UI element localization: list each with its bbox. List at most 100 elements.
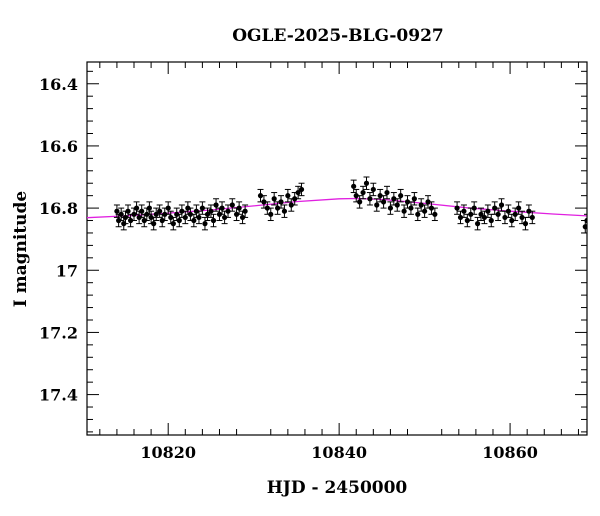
point-marker [281,208,288,214]
data-point [242,204,249,218]
data-point [380,195,387,209]
data-point [295,185,302,200]
point-marker [502,214,508,221]
data-point [125,204,132,218]
point-marker [526,208,532,214]
point-marker [125,208,131,214]
point-marker [485,208,491,214]
data-point [387,201,394,215]
data-point [298,182,305,197]
point-marker [519,214,525,221]
data-point [133,201,140,215]
point-marker [415,211,421,217]
data-point [431,207,438,222]
data-point [267,207,274,222]
x-tick-label: 10860 [482,443,538,462]
data-point [257,188,264,203]
point-marker [274,205,281,211]
data-point [407,201,414,215]
point-marker [457,214,464,221]
data-point [474,216,481,231]
point-marker [498,202,505,208]
data-point [190,213,197,228]
point-marker [478,211,484,217]
point-marker [488,217,494,224]
data-point [138,204,145,218]
data-point [495,207,502,222]
point-marker [401,208,407,214]
data-point [414,207,421,222]
y-tick-label: 17 [56,261,78,280]
data-point [471,201,478,215]
data-point [204,207,211,222]
point-marker [391,196,397,202]
point-marker [191,217,197,224]
point-marker [398,193,404,199]
point-marker [464,217,470,224]
point-marker [257,193,264,199]
data-point [118,207,125,222]
point-marker [204,211,211,217]
y-tick-label: 17.2 [39,323,78,342]
data-point [425,195,432,209]
point-marker [492,205,498,211]
data-point [260,195,267,209]
point-marker [394,202,400,208]
data-point [525,204,532,218]
data-point [454,201,461,215]
data-point [418,198,425,212]
point-marker [199,205,205,211]
point-marker [516,205,522,211]
point-marker [213,202,219,208]
data-point [150,216,157,231]
point-marker [146,205,152,211]
data-point [199,201,206,215]
data-point [484,204,491,218]
data-point [195,210,202,225]
point-marker [285,193,291,199]
data-point [225,204,232,218]
point-marker [187,211,194,217]
data-point [350,179,357,194]
point-marker [170,221,176,227]
point-marker [242,208,248,214]
data-point [498,198,505,212]
point-marker [278,199,284,205]
point-marker [268,211,274,217]
point-marker [182,214,188,221]
point-marker [162,211,168,217]
x-tick-label: 10840 [311,443,367,462]
data-point [207,204,214,218]
data-point [401,204,408,218]
point-marker [367,196,373,202]
data-point [460,204,467,218]
point-marker [208,208,214,214]
point-marker [428,205,435,211]
point-marker [133,205,140,211]
data-point [165,201,172,215]
data-point [201,216,208,231]
data-point [210,213,217,228]
point-marker [153,211,159,217]
point-marker [360,189,366,196]
point-marker [468,211,474,217]
point-marker [509,217,515,224]
data-point [182,210,189,225]
data-point [397,188,404,203]
point-marker [351,183,357,189]
data-point [373,198,380,212]
point-marker [222,214,228,221]
point-marker [474,221,481,227]
data-point [512,207,519,222]
data-point [153,207,160,222]
point-marker [425,199,431,205]
x-axis-label: HJD - 2450000 [267,478,408,498]
point-marker [357,199,363,205]
point-marker [229,202,235,208]
point-marker [202,221,208,227]
data-point [113,204,120,218]
point-marker [408,205,414,211]
data-point [515,201,522,215]
